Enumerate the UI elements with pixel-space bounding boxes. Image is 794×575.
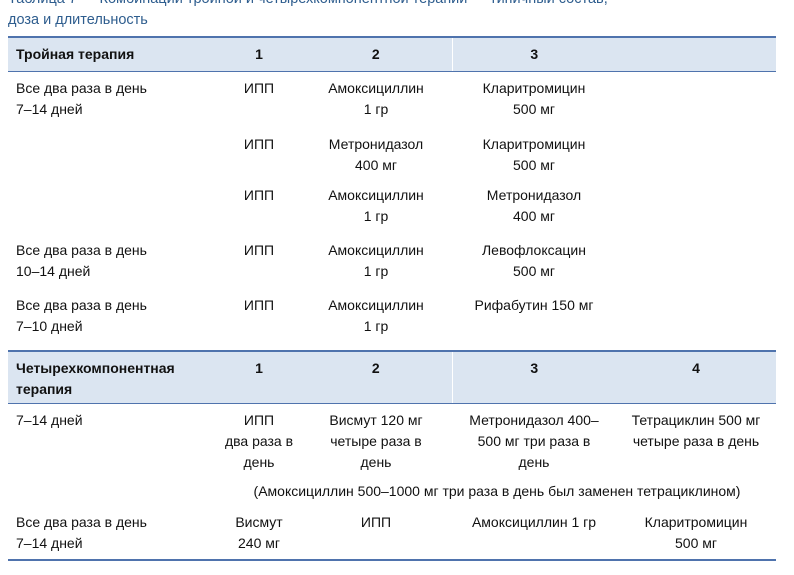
row-label-cell: 7–14 дней bbox=[16, 411, 83, 428]
cell-col-3: Кларитромицин 500 мг bbox=[482, 136, 586, 173]
table-caption: Таблица 7 — Комбинации тройной и четырех… bbox=[8, 0, 608, 31]
cell-col-4 bbox=[616, 128, 776, 179]
cell-col-1: ИПП bbox=[243, 242, 275, 258]
row-label-cell: Все два раза в день 7–14 дней bbox=[8, 506, 218, 561]
row-label-cell: Тройная терапия bbox=[8, 36, 218, 72]
cell-col-3: Метронидазол 400– 500 мг три раза в день bbox=[469, 411, 599, 470]
header-row: Четырехкомпонентная терапия 1 2 3 4 bbox=[8, 350, 776, 404]
cell-col-4 bbox=[616, 36, 776, 72]
cell-col-4 bbox=[616, 179, 776, 234]
cell-col-1: 1 bbox=[218, 36, 300, 72]
cell-col-2: 2 bbox=[300, 36, 452, 72]
row-label-cell bbox=[8, 128, 218, 179]
therapy-table: Тройная терапия 1 2 3 Все два раза в день 7–… bbox=[8, 36, 776, 561]
table-row: ИПП Амоксициллин 1 гр Метронидазол 400 мг bbox=[8, 179, 776, 234]
cell-col-2: Амоксициллин 1 гр bbox=[328, 297, 424, 334]
table-row: Все два раза в день 7–10 дней ИПП Амоксици… bbox=[8, 289, 776, 351]
cell-col-2: Метронидазол 400 мг bbox=[328, 136, 424, 173]
cell-col-3: 3 bbox=[451, 350, 616, 404]
cell-col-4: 4 bbox=[616, 350, 776, 404]
cell-col-4: Тетрациклин 500 мг четыре раза в день bbox=[631, 411, 761, 449]
cell-col-1: 1 bbox=[218, 350, 300, 404]
row-label-cell: Все два раза в день 7–14 дней bbox=[16, 79, 147, 117]
caption-line-2: доза и длительность bbox=[8, 12, 148, 28]
caption-line-1: Таблица 7 — Комбинации тройной и четырех… bbox=[8, 0, 608, 10]
cell-col-1: Висмут 240 мг bbox=[218, 506, 300, 561]
cell-col-4 bbox=[616, 71, 776, 128]
cell-col-3: Рифабутин 150 мг bbox=[474, 297, 594, 313]
table-row: Все два раза в день 7–14 дней Висмут 240 … bbox=[8, 506, 776, 561]
row-label-cell: Все два раза в день 7–10 дней bbox=[16, 297, 147, 334]
cell-col-2: ИПП bbox=[300, 506, 452, 561]
cell-col-1: ИПП два раза в день bbox=[224, 411, 294, 470]
cell-col-3: Метронидазол 400 мг bbox=[486, 187, 582, 224]
cell-col-3: Амоксициллин 1 гр bbox=[452, 506, 616, 561]
table-row: ИПП Метронидазол 400 мг Кларитромицин 500 … bbox=[8, 128, 776, 179]
cell-col-2: Висмут 120 мг четыре раза в день bbox=[329, 411, 423, 470]
row-label-cell: Все два раза в день 10–14 дней bbox=[16, 242, 147, 279]
cell-col-4 bbox=[616, 234, 776, 289]
cell-col-2: 2 bbox=[300, 350, 452, 404]
table-row: 7–14 дней ИПП два раза в день Висмут 120 м… bbox=[8, 403, 776, 479]
cell-col-2: Амоксициллин 1 гр bbox=[328, 187, 424, 224]
cell-col-1: ИПП bbox=[243, 79, 275, 96]
table-row: Все два раза в день 10–14 дней ИПП Амоксиц… bbox=[8, 234, 776, 289]
cell-col-2: Амоксициллин 1 гр bbox=[328, 79, 424, 117]
note-cell: (Амоксициллин 500–1000 мг три раза в ден… bbox=[253, 483, 741, 499]
cell-col-1: ИПП bbox=[243, 187, 275, 203]
row-label-cell bbox=[8, 179, 218, 234]
row-label-cell: Четырехкомпонентная терапия bbox=[8, 350, 218, 404]
table-row: Все два раза в день 7–14 дней ИПП Амоксици… bbox=[8, 71, 776, 128]
cell-col-4: Кларитромицин 500 мг bbox=[616, 506, 776, 561]
cell-col-3: Левофлоксацин 500 мг bbox=[481, 242, 586, 279]
cell-col-3: 3 bbox=[451, 36, 616, 72]
empty-cell bbox=[8, 479, 218, 506]
header-row: Тройная терапия 1 2 3 bbox=[8, 36, 776, 72]
cell-col-1: ИПП bbox=[243, 136, 275, 152]
cell-col-3: Кларитромицин 500 мг bbox=[482, 79, 586, 117]
cell-col-4 bbox=[616, 289, 776, 351]
cell-col-1: ИПП bbox=[243, 297, 275, 313]
cell-col-2: Амоксициллин 1 гр bbox=[328, 242, 424, 279]
note-row: (Амоксициллин 500–1000 мг три раза в ден… bbox=[8, 479, 776, 506]
